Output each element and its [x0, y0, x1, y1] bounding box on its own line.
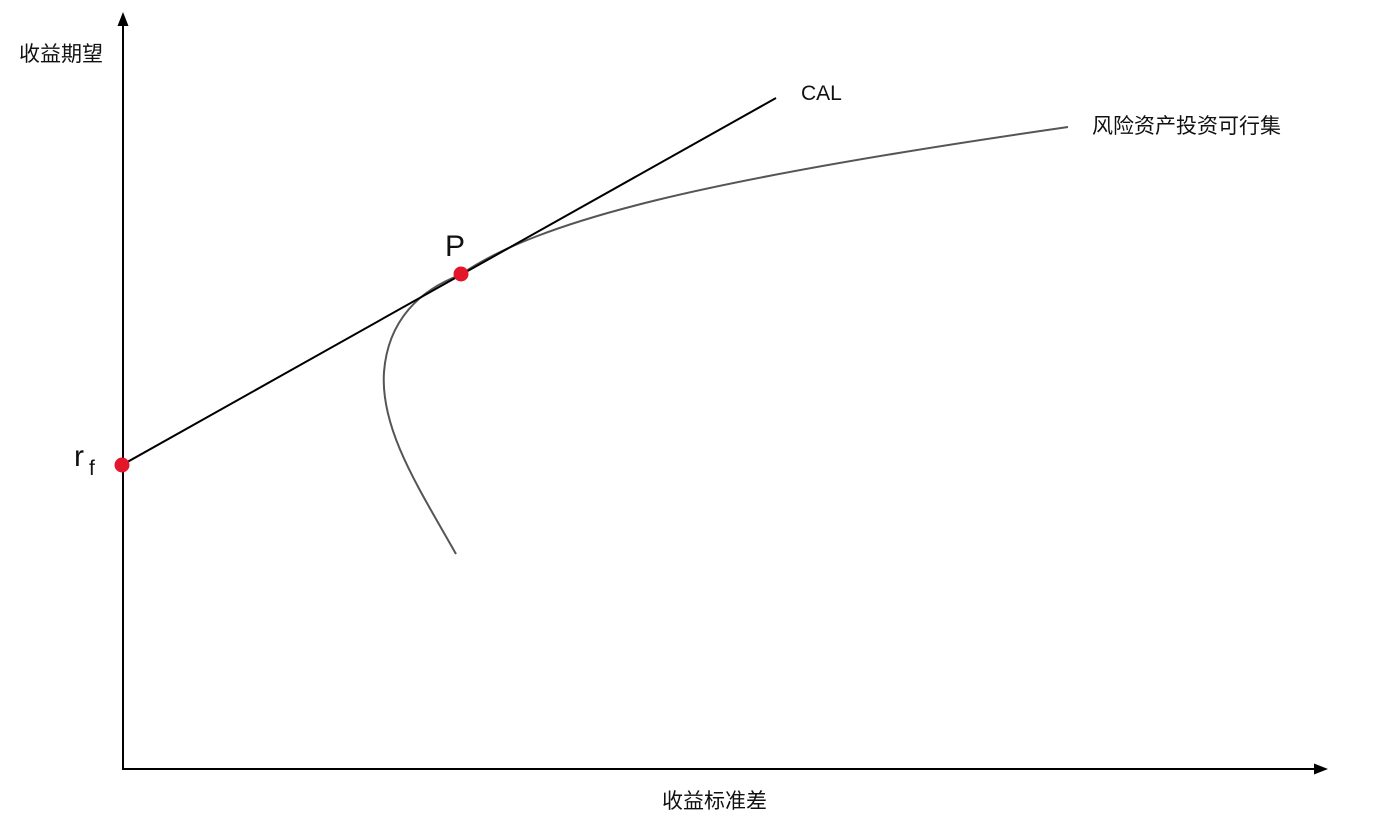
x-axis-label: 收益标准差 [662, 789, 767, 813]
x-axis-arrow-icon [1314, 763, 1328, 775]
riskfree-subscript: f [89, 457, 95, 480]
cal-line [121, 97, 777, 466]
frontier-curve [382, 126, 1069, 555]
y-axis-label: 收益期望 [19, 42, 103, 66]
frontier-label: 风险资产投资可行集 [1092, 115, 1281, 138]
riskfree-point [114, 457, 130, 473]
cal-label: CAL [801, 82, 842, 105]
riskfree-label: r [74, 440, 84, 473]
tangency-label: P [445, 230, 465, 263]
y-axis-arrow-icon [117, 12, 129, 26]
tangency-point [453, 266, 469, 282]
